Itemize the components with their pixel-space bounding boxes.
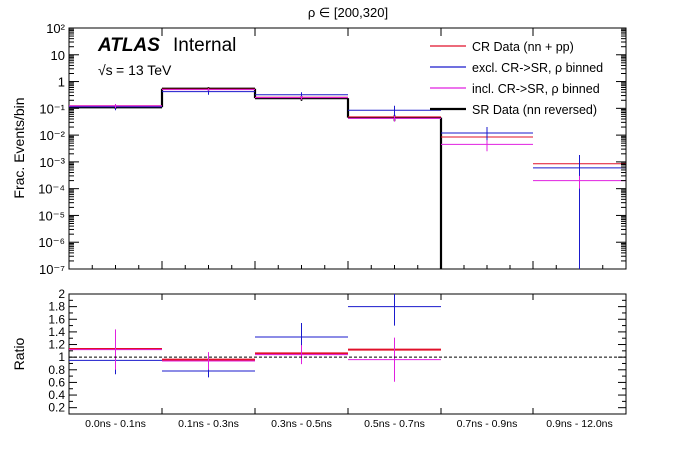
ratio-y-tick-label: 0.8 — [48, 363, 65, 377]
atlas-label: ATLAS Internal √s = 13 TeV — [97, 35, 236, 78]
top-y-tick-label: 10⁻⁴ — [38, 182, 65, 197]
ratio-y-tick-label: 1.4 — [48, 325, 65, 339]
atlas-brand: ATLAS — [97, 35, 160, 56]
top-y-tick-label: 10⁻¹ — [39, 101, 65, 116]
legend-label-1: excl. CR->SR, ρ binned — [472, 61, 603, 75]
top-y-tick-label: 1 — [58, 75, 65, 90]
ratio-y-tick-label: 1.2 — [48, 338, 65, 352]
ratio-y-tick-label: 0.6 — [48, 375, 65, 389]
top-y-tick-label: 10 — [51, 48, 65, 63]
atlas-status: Internal — [173, 35, 236, 56]
top-y-tick-label: 10⁻² — [39, 128, 65, 143]
x-category-label-3: 0.5ns - 0.7ns — [364, 418, 425, 430]
ratio-y-tick-label: 2 — [58, 287, 65, 301]
ratio-y-tick-label: 0.4 — [48, 388, 65, 402]
ratio-panel: 0.20.40.60.811.21.41.61.82 Ratio 0.0ns -… — [11, 287, 627, 430]
ratio-y-axis-label: Ratio — [11, 337, 27, 370]
ratio-y-tick-label: 1.6 — [48, 312, 65, 326]
top-panel: 10⁻⁷ 10⁻⁶ 10⁻⁵ 10⁻⁴ 10⁻³ 10⁻² 10⁻¹ 1 10 10² Frac.… — [11, 21, 627, 277]
legend: CR Data (nn + pp) excl. CR->SR, ρ binned i… — [430, 40, 603, 117]
chart-title: ρ ∈ [200,320] — [308, 5, 388, 20]
x-category-label-1: 0.1ns - 0.3ns — [178, 418, 239, 430]
top-y-tick-label: 10⁻⁷ — [39, 262, 65, 277]
ratio-y-tick-label: 1.8 — [48, 300, 65, 314]
top-y-axis-label: Frac. Events/bin — [11, 97, 27, 198]
x-category-label-5: 0.9ns - 12.0ns — [546, 418, 613, 430]
top-y-tick-label: 10⁻⁶ — [38, 235, 65, 250]
x-category-label-2: 0.3ns - 0.5ns — [271, 418, 332, 430]
atlas-energy-prefix: √s — [98, 62, 113, 78]
top-y-tick-label: 10⁻⁵ — [38, 208, 65, 223]
x-category-label-4: 0.7ns - 0.9ns — [457, 418, 518, 430]
legend-label-2: incl. CR->SR, ρ binned — [472, 82, 600, 96]
top-y-tick-label: 10² — [46, 21, 65, 36]
ratio-y-tick-label: 1 — [58, 350, 65, 364]
x-category-label-0: 0.0ns - 0.1ns — [85, 418, 146, 430]
legend-label-3: SR Data (nn reversed) — [472, 103, 597, 117]
legend-label-0: CR Data (nn + pp) — [472, 40, 574, 54]
top-y-tick-label: 10⁻³ — [39, 155, 65, 170]
ratio-y-tick-label: 0.2 — [48, 401, 65, 415]
atlas-energy-value: = 13 TeV — [116, 62, 172, 78]
